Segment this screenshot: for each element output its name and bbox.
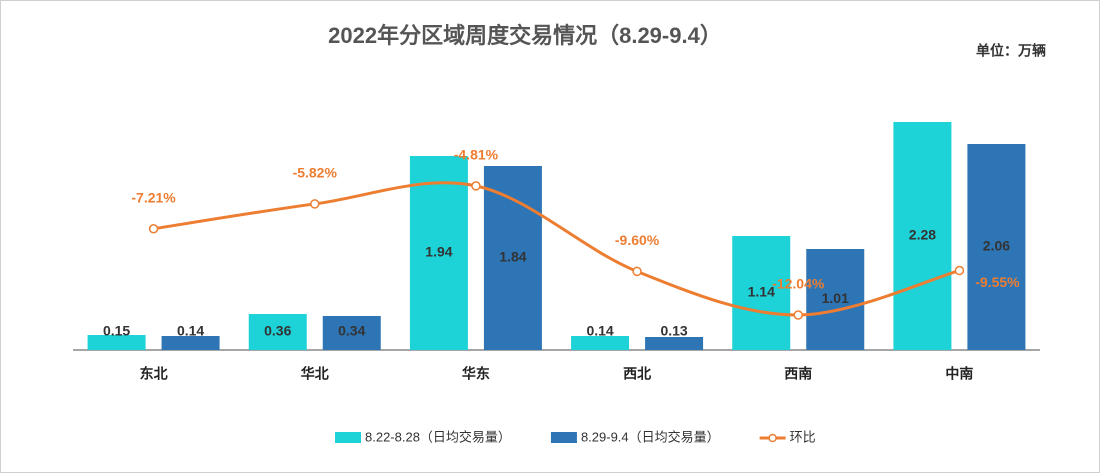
x-tick-label: 中南 [945, 366, 973, 382]
bar [409, 156, 468, 350]
bar-value-label: 1.01 [822, 290, 849, 306]
bar [483, 166, 542, 350]
x-tick-label: 西北 [623, 366, 651, 382]
x-tick-label: 华东 [462, 366, 490, 382]
bar-value-label: 0.15 [103, 323, 130, 339]
bar-value-label: 0.34 [338, 323, 365, 339]
x-tick-label: 东北 [140, 366, 168, 382]
x-tick-label: 西南 [784, 366, 812, 382]
legend-label: 环比 [790, 429, 816, 444]
bar [322, 316, 381, 350]
line-point [471, 181, 481, 191]
bar-value-label: 1.14 [748, 284, 775, 300]
line-value-label: -12.04% [772, 276, 825, 292]
bar [571, 336, 630, 350]
bar [967, 144, 1026, 350]
bar-value-label: 0.36 [264, 323, 291, 339]
legend-swatch-point [768, 433, 777, 443]
legend-label: 8.29-9.4（日均交易量） [581, 429, 720, 444]
bar [248, 314, 307, 350]
bar-value-label: 2.06 [983, 238, 1010, 254]
unit-label: 单位：万辆 [976, 43, 1046, 59]
bar [87, 335, 146, 350]
bar-value-label: 2.28 [909, 227, 936, 243]
chart-title: 2022年分区域周度交易情况（8.29-9.4） [328, 23, 722, 48]
bar-value-label: 0.14 [177, 323, 204, 339]
bar [645, 337, 704, 350]
bar-value-label: 0.13 [660, 323, 687, 339]
legend-label: 8.22-8.28（日均交易量） [365, 429, 511, 444]
line-point [310, 199, 320, 209]
line-point [954, 265, 965, 276]
line-value-label: -7.21% [131, 189, 176, 205]
line-point [793, 310, 803, 320]
line-value-label: -5.82% [293, 165, 338, 181]
bar [732, 236, 791, 350]
bar-value-label: 0.14 [586, 323, 613, 339]
legend-swatch [550, 432, 577, 443]
bar-value-label: 1.84 [499, 249, 526, 265]
line-value-label: -9.55% [975, 274, 1020, 290]
line-value-label: -9.60% [615, 232, 660, 248]
legend-swatch [335, 432, 361, 443]
bar [893, 122, 952, 350]
bar [806, 249, 865, 350]
line-point [148, 224, 159, 234]
bar [161, 336, 220, 350]
x-tick-label: 华北 [301, 366, 329, 382]
line [153, 181, 960, 317]
line-point [632, 266, 642, 277]
line-value-label: -4.81% [454, 147, 499, 163]
bar-value-label: 1.94 [425, 244, 452, 260]
